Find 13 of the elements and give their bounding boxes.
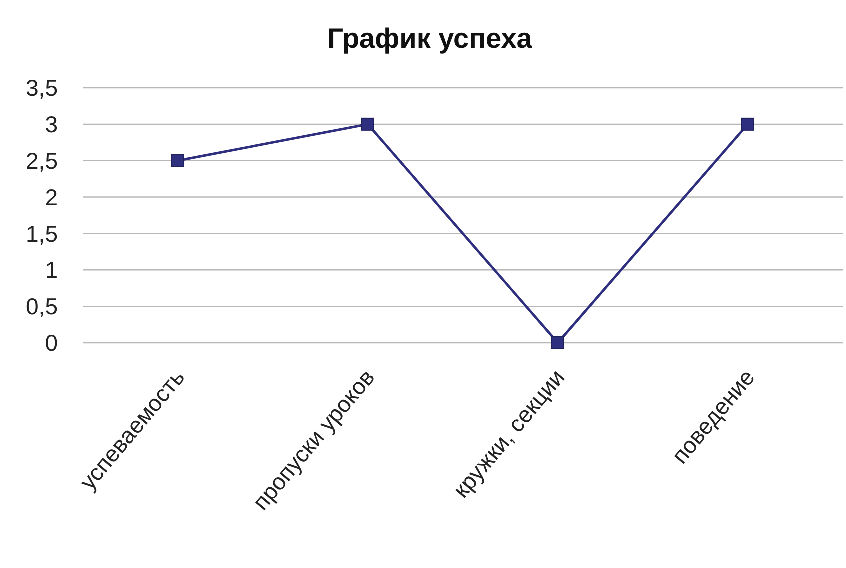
y-tick-label: 1 <box>45 257 58 284</box>
point <box>742 118 754 131</box>
y-tick-label: 1,5 <box>26 220 58 247</box>
point <box>172 154 184 168</box>
y-tick-label: 0 <box>45 330 58 356</box>
y-tick-label: 2 <box>45 184 58 210</box>
point <box>362 118 374 131</box>
y-tick-label: 3 <box>45 111 58 138</box>
y-tick-label: 2,5 <box>26 148 58 174</box>
point <box>552 336 564 350</box>
chart-title: График успеха <box>328 23 533 54</box>
y-tick-label: 0,5 <box>26 294 58 320</box>
y-tick-label: 3,5 <box>26 75 58 102</box>
